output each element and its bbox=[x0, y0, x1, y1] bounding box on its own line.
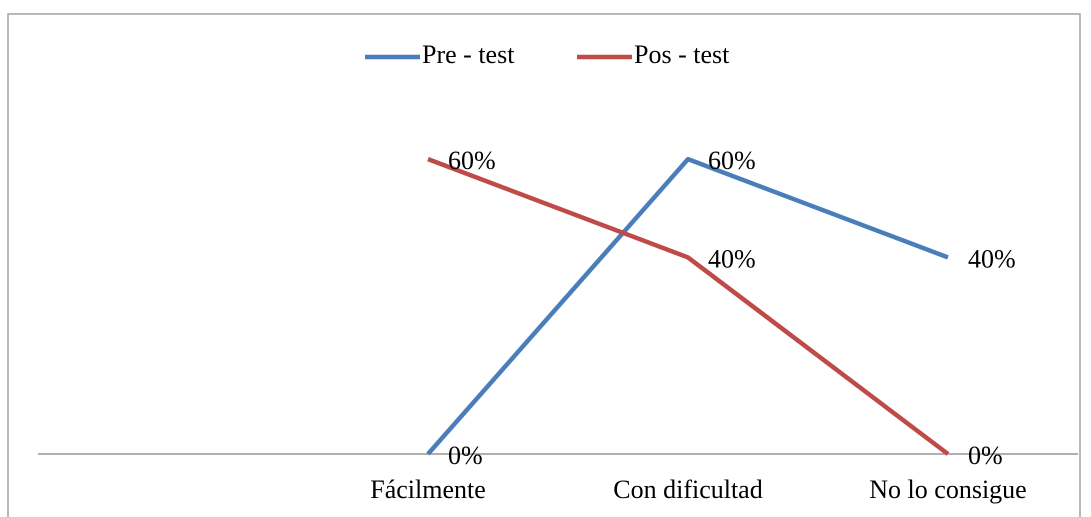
data-label: 0% bbox=[968, 441, 1003, 470]
data-label: 40% bbox=[708, 244, 756, 273]
x-tick-label: Con dificultad bbox=[613, 475, 762, 504]
data-label: 60% bbox=[708, 146, 756, 175]
x-tick-label: Fácilmente bbox=[370, 475, 486, 504]
data-label: 0% bbox=[448, 441, 483, 470]
series-line bbox=[426, 156, 949, 456]
data-label: 40% bbox=[968, 244, 1016, 273]
data-label: 60% bbox=[448, 146, 496, 175]
x-tick-label: No lo consigue bbox=[869, 475, 1026, 504]
chart-border bbox=[7, 13, 1081, 517]
legend-label: Pre - test bbox=[422, 40, 515, 69]
series-line bbox=[427, 157, 950, 456]
legend-label: Pos - test bbox=[634, 40, 730, 69]
